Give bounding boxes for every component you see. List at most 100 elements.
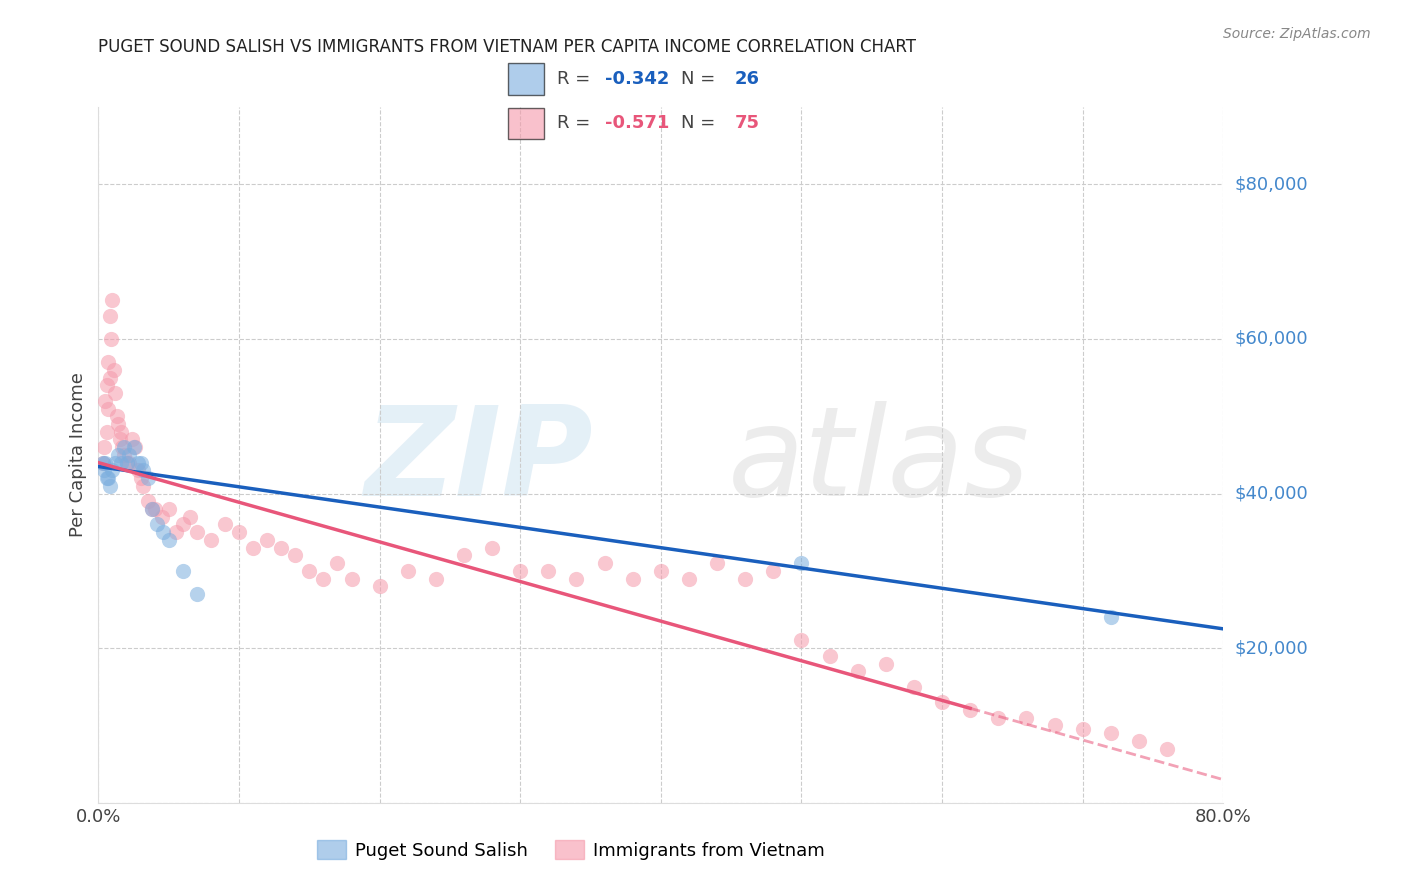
Point	[790, 633, 813, 648]
FancyBboxPatch shape	[508, 108, 544, 139]
Point	[172, 564, 194, 578]
Point	[100, 332, 122, 346]
Text: PUGET SOUND SALISH VS IMMIGRANTS FROM VIETNAM PER CAPITA INCOME CORRELATION CHAR: PUGET SOUND SALISH VS IMMIGRANTS FROM VI…	[98, 38, 917, 56]
Point	[453, 549, 475, 563]
Point	[200, 533, 222, 547]
Point	[91, 456, 114, 470]
Text: R =: R =	[557, 70, 596, 88]
Y-axis label: Per Capita Income: Per Capita Income	[69, 373, 87, 537]
Text: ZIP: ZIP	[364, 401, 593, 523]
Point	[186, 587, 208, 601]
Point	[97, 471, 120, 485]
Point	[143, 502, 166, 516]
Point	[94, 393, 117, 408]
Text: N =: N =	[681, 70, 720, 88]
Point	[101, 463, 124, 477]
Point	[129, 456, 152, 470]
Point	[312, 572, 335, 586]
Text: atlas: atlas	[728, 401, 1031, 523]
Text: N =: N =	[681, 114, 720, 133]
Point	[93, 463, 115, 477]
Point	[110, 425, 132, 439]
Point	[242, 541, 264, 555]
Point	[179, 509, 201, 524]
Text: Source: ZipAtlas.com: Source: ZipAtlas.com	[1223, 27, 1371, 41]
Point	[112, 448, 135, 462]
Point	[157, 502, 180, 516]
Point	[186, 525, 208, 540]
Point	[122, 440, 145, 454]
Point	[368, 579, 391, 593]
Point	[136, 471, 159, 485]
Point	[118, 456, 141, 470]
Point	[228, 525, 250, 540]
Point	[146, 517, 169, 532]
Point	[762, 564, 785, 578]
Point	[107, 417, 129, 431]
Point	[1043, 718, 1066, 732]
Point	[111, 440, 134, 454]
Point	[136, 494, 159, 508]
Point	[103, 363, 125, 377]
Point	[94, 456, 117, 470]
Point	[115, 456, 138, 470]
Point	[987, 711, 1010, 725]
Point	[132, 479, 155, 493]
Text: 26: 26	[735, 70, 759, 88]
Point	[537, 564, 560, 578]
Point	[931, 695, 953, 709]
Point	[650, 564, 672, 578]
Point	[959, 703, 981, 717]
Point	[284, 549, 307, 563]
Point	[98, 370, 121, 384]
Point	[846, 665, 869, 679]
Point	[734, 572, 756, 586]
Text: $60,000: $60,000	[1234, 330, 1308, 348]
Point	[818, 648, 841, 663]
Point	[108, 433, 131, 447]
Point	[326, 556, 349, 570]
Point	[110, 456, 132, 470]
Text: -0.342: -0.342	[605, 70, 669, 88]
Text: $80,000: $80,000	[1234, 176, 1308, 194]
Point	[565, 572, 588, 586]
Point	[91, 456, 114, 470]
Point	[97, 355, 120, 369]
Point	[509, 564, 531, 578]
Text: R =: R =	[557, 114, 596, 133]
Point	[112, 440, 135, 454]
Point	[1099, 726, 1122, 740]
Point	[107, 448, 129, 462]
Text: -0.571: -0.571	[605, 114, 669, 133]
Point	[706, 556, 728, 570]
Point	[1015, 711, 1038, 725]
Point	[425, 572, 447, 586]
Point	[270, 541, 292, 555]
Point	[104, 386, 127, 401]
Point	[127, 463, 149, 477]
Point	[165, 525, 187, 540]
Point	[1071, 723, 1094, 737]
Point	[790, 556, 813, 570]
Point	[340, 572, 363, 586]
Point	[101, 293, 124, 308]
Point	[1099, 610, 1122, 624]
Point	[1128, 734, 1150, 748]
Point	[903, 680, 925, 694]
Point	[621, 572, 644, 586]
Point	[97, 401, 120, 416]
FancyBboxPatch shape	[508, 63, 544, 95]
Point	[172, 517, 194, 532]
Point	[98, 479, 121, 493]
Point	[96, 378, 118, 392]
Point	[150, 509, 173, 524]
Point	[124, 440, 146, 454]
Point	[104, 456, 127, 470]
Point	[132, 463, 155, 477]
Point	[157, 533, 180, 547]
Point	[298, 564, 321, 578]
Point	[93, 440, 115, 454]
Point	[214, 517, 236, 532]
Text: $20,000: $20,000	[1234, 640, 1308, 657]
Text: $40,000: $40,000	[1234, 484, 1308, 502]
